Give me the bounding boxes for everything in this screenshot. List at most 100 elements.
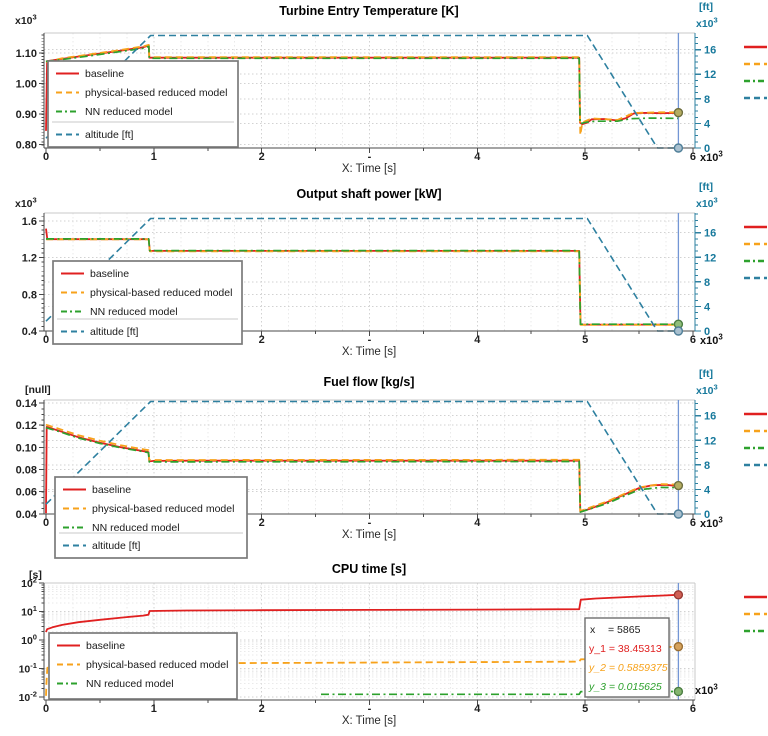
tooltip-box [584,617,670,698]
y2-tick-label: 16 [704,228,716,240]
y-axis-unit: x103 [15,13,37,27]
series-nn-reduced-model[interactable] [46,238,683,326]
x-tick-label: 4 [474,703,481,715]
series-nn-reduced-model[interactable] [45,426,683,513]
x-tick-label: 5 [582,703,588,715]
legend-box [47,60,239,148]
legend-label-nn-reduced-model: NN reduced model [85,106,173,118]
y-tick-label: 0.14 [16,398,38,410]
x-tick-label: 6 [690,703,696,715]
y2-axis-unit: [ft] [699,368,713,380]
y2-tick-label: 16 [704,45,716,57]
tooltip-row-value: y_1 = 38.45313 [589,643,662,655]
tooltip-row-value: = 5865 [608,624,641,636]
series-layer [45,217,683,332]
chart-fuel-flow-kg-s: 012-4560.040.060.080.100.120.140481216Fu… [16,368,767,559]
cursor-marker-1[interactable] [673,641,684,652]
legend-label-altitude-ft: altitude [ft] [90,326,139,338]
legend[interactable]: baseline physical-based reduced model NN r… [47,60,239,148]
legend-box [48,632,238,700]
y-tick-label: 101 [21,604,37,618]
x-axis-title: X: Time [s] [342,715,396,727]
cursor-marker-0[interactable] [673,590,684,600]
y-axis-unit: [s] [29,569,42,581]
x-tick-label: 6 [690,334,696,346]
x-tick-label: 6 [690,151,696,163]
tooltip-row-value: y_3 = 0.015625 [588,681,662,693]
y2-tick-label: 12 [704,252,716,264]
y-tick-label: 1.10 [16,48,37,60]
cursor-marker-0[interactable] [673,480,684,491]
x-axis-multiplier: x103 [695,682,718,697]
y2-axis-multiplier: x103 [696,16,718,30]
y2-tick-label: 4 [704,301,711,313]
y-tick-label: 0.08 [16,465,37,477]
y-tick-label: 0.8 [22,289,37,301]
y-axis-unit: x103 [15,196,37,210]
x-tick-label: 2 [259,334,265,346]
cursor-marker-2[interactable] [673,686,684,697]
series-altitude-ft[interactable] [45,217,683,332]
x-tick-label: 0 [43,151,49,163]
y-tick-label: 0.10 [16,442,37,454]
y2-axis-unit: [ft] [699,181,713,193]
y2-tick-label: 16 [704,411,716,423]
series-baseline[interactable] [45,593,683,633]
legend[interactable]: baseline physical-based reduced model NN r… [48,632,238,700]
legend-label-physical-based-reduced-model: physical-based reduced model [90,287,232,299]
legend-label-baseline: baseline [92,484,131,496]
x-tick-label: 5 [582,517,588,529]
y2-tick-label: 0 [704,326,710,338]
tooltip-row-value: y_2 = 0.5859375 [588,662,668,674]
x-axis-multiplier: x103 [700,149,723,164]
x-axis-title: X: Time [s] [342,529,396,541]
y-tick-label: 0.12 [16,420,37,432]
cursor-marker-1[interactable] [673,509,684,519]
legend[interactable]: baseline physical-based reduced model NN r… [52,260,243,345]
y2-tick-label: 12 [704,69,716,81]
y-tick-label: 1.00 [16,79,37,91]
chart-cpu-time-s: 0 1 2 - 4 5 6 10-2 10-1 100 101 102 CPU time [s] [s] x… [19,562,767,727]
series-nn-reduced-model[interactable] [45,45,683,125]
legend[interactable]: baseline physical-based reduced model NN r… [54,476,248,559]
legend-label-physical-based-reduced-model: physical-based reduced model [85,87,227,99]
y-tick-label: 0.04 [16,509,38,521]
x-tick-label: 2 [259,151,265,163]
y2-tick-label: 8 [704,277,710,289]
x-tick-label: 4 [474,517,481,529]
x-tick-label: 2 [259,517,265,529]
y2-axis-multiplier: x103 [696,383,718,397]
y-tick-label: 0.4 [22,326,38,338]
y-tick-label: 1.6 [22,216,37,228]
x-axis-title: X: Time [s] [342,163,396,175]
x-axis-multiplier: x103 [700,332,723,347]
y2-tick-label: 8 [704,460,710,472]
cursor-tooltip: x = 5865 y_1 = 38.45313 y_2 = 0.5859375 y_3 … [584,617,671,699]
cursor-marker-1[interactable] [673,326,684,336]
x-tick-label: - [368,151,372,163]
cursor-marker-0[interactable] [673,107,684,118]
y2-tick-label: 0 [704,143,710,155]
series-altitude-ft[interactable] [45,34,683,149]
legend-label-nn-reduced-model: NN reduced model [90,306,178,318]
legend-box [54,476,248,559]
cursor-marker-1[interactable] [673,143,684,153]
y2-tick-label: 0 [704,509,710,521]
legend-label-altitude-ft: altitude [ft] [85,129,134,141]
tooltip-row-label: x [590,624,596,636]
x-tick-label: 0 [43,703,49,715]
chart-title: Output shaft power [kW] [296,187,441,201]
x-tick-label: - [368,517,372,529]
x-tick-label: - [368,703,372,715]
series-altitude-ft[interactable] [45,400,683,515]
y-axis-unit: [null] [25,384,51,396]
x-tick-label: 5 [582,151,588,163]
x-axis-title: X: Time [s] [342,346,396,358]
series-layer [45,34,683,149]
legend-label-physical-based-reduced-model: physical-based reduced model [92,503,234,515]
y-tick-label: 0.80 [16,140,37,152]
y2-tick-label: 4 [704,484,711,496]
y-tick-label: 10-1 [19,661,37,675]
